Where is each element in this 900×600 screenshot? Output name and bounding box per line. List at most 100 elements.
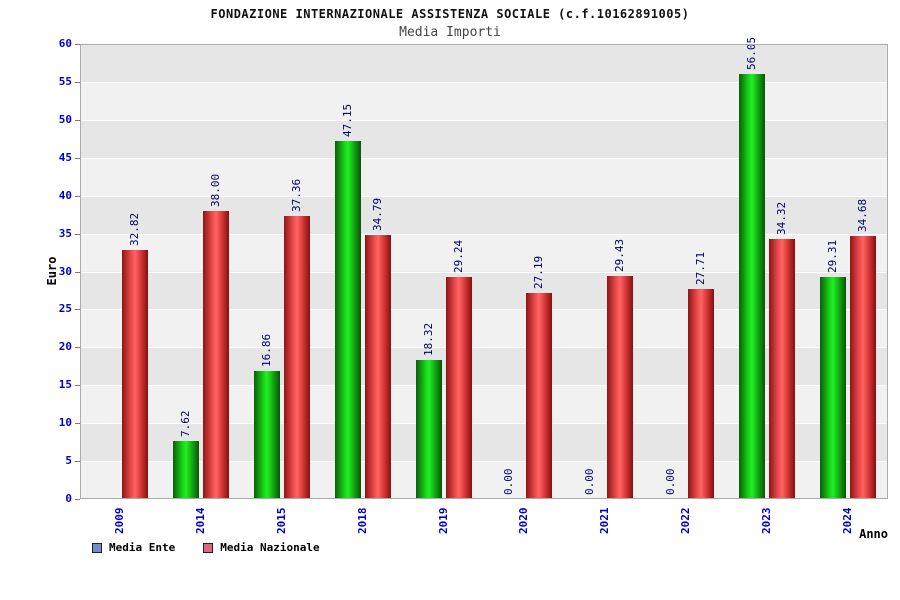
y-tick-label: 35 [58, 226, 72, 240]
y-tick-mark [75, 461, 80, 463]
y-tick-mark [75, 81, 80, 83]
bar-red-2019 [445, 277, 472, 499]
bar-value-label: 0.00 [583, 468, 597, 496]
bar-red-2023 [768, 238, 795, 499]
gridline [80, 44, 888, 45]
y-tick-label: 50 [58, 112, 72, 126]
plot-band [80, 385, 888, 424]
x-axis-title: Anno [859, 527, 888, 541]
bar-value-label: 0.00 [664, 468, 677, 496]
gridline [80, 461, 888, 463]
y-tick-label: 30 [58, 264, 72, 278]
plot-band [80, 461, 888, 499]
plot-band [80, 157, 888, 196]
y-tick-label: 10 [58, 416, 72, 430]
bar-value-label: 0.00 [502, 468, 516, 496]
plot-band [80, 233, 888, 272]
gridline [80, 233, 888, 235]
bar-value-label: 16.86 [260, 334, 273, 368]
plot-band [80, 347, 888, 386]
y-tick-mark [75, 44, 80, 45]
bar-value-label: 34.68 [855, 198, 869, 232]
bar-red-2014 [203, 210, 230, 499]
x-tick-label: 2019 [436, 507, 450, 534]
bar-value-label: 32.82 [128, 212, 142, 247]
plot-band [80, 195, 888, 234]
x-tick-label: 2014 [194, 507, 208, 534]
legend-label: Media Nazionale [220, 541, 320, 554]
bar-value-label: 38.00 [209, 173, 223, 207]
gridline [80, 195, 888, 197]
y-tick-mark [75, 347, 80, 349]
y-tick-mark [75, 233, 80, 235]
plot-band [80, 271, 888, 310]
bar-value-label: 27.71 [694, 251, 707, 285]
bar-red-2020 [526, 292, 553, 499]
y-tick-mark [75, 271, 80, 273]
legend-swatch [92, 542, 102, 553]
bar-red-2015 [284, 215, 310, 499]
gridline [80, 157, 888, 159]
legend-item-red: Media Nazionale [203, 541, 320, 554]
y-tick-mark [75, 423, 80, 425]
x-tick-label: 2021 [598, 507, 612, 534]
gridline [80, 81, 888, 83]
x-tick-label: 2022 [679, 507, 692, 534]
bar-value-label: 7.62 [179, 410, 193, 438]
y-tick-label: 0 [65, 492, 72, 505]
gridline [80, 423, 888, 425]
y-tick-label: 55 [58, 74, 72, 88]
plot-band [80, 81, 888, 120]
y-tick-mark [75, 385, 80, 387]
y-tick-mark [75, 309, 80, 311]
bar-green-2024 [819, 276, 846, 499]
bar-value-label: 29.43 [613, 238, 627, 272]
x-tick-label: 2020 [517, 507, 531, 534]
y-tick-label: 20 [58, 340, 72, 354]
bar-value-label: 29.24 [451, 240, 465, 274]
y-tick-label: 25 [58, 302, 72, 316]
legend-item-green: Media Ente [92, 541, 175, 554]
bar-value-label: 34.79 [370, 198, 384, 232]
y-tick-label: 60 [58, 37, 72, 50]
gridline [80, 385, 888, 387]
bar-red-2022 [688, 288, 714, 499]
gridline [80, 347, 888, 349]
y-tick-label: 45 [58, 150, 72, 164]
plot-band [80, 309, 888, 348]
gridline [80, 271, 888, 273]
plot-band [80, 44, 888, 82]
y-tick-label: 40 [58, 188, 72, 202]
bar-red-2024 [849, 236, 876, 499]
bar-green-2014 [173, 441, 200, 499]
y-tick-label: 5 [65, 454, 72, 468]
x-tick-label: 2015 [275, 507, 288, 534]
legend-label: Media Ente [109, 541, 176, 554]
bar-green-2023 [738, 73, 765, 499]
y-tick-label: 15 [58, 378, 72, 392]
y-tick-mark [75, 119, 80, 121]
bar-value-label: 34.32 [774, 201, 788, 235]
plot-area: 7.62 16.86 47.15 18.32 0.00 0.00 0.00 56.05 29.3… [80, 37, 888, 499]
legend-swatch [203, 542, 214, 553]
x-tick-label: 2024 [840, 507, 854, 534]
bar-value-label: 29.31 [825, 239, 839, 273]
chart-title: FONDAZIONE INTERNAZIONALE ASSISTENZA SOC… [210, 7, 690, 21]
bar-green-2019 [415, 360, 442, 499]
bar-value-label: 27.19 [532, 255, 546, 289]
x-tick-label: 2023 [759, 507, 773, 534]
bar-red-2021 [607, 275, 634, 499]
bar-red-2018 [364, 235, 391, 499]
x-tick-label: 2018 [355, 507, 369, 534]
y-tick-mark [75, 499, 80, 500]
gridline [80, 119, 888, 121]
bar-value-label: 37.36 [290, 178, 303, 212]
bar-value-label: 18.32 [421, 322, 435, 357]
bar-red-2009 [122, 250, 149, 499]
bar-green-2015 [254, 371, 280, 499]
bar-green-2018 [334, 141, 361, 499]
x-tick-label: 2009 [113, 507, 127, 534]
plot-band [80, 423, 888, 462]
gridline [80, 309, 888, 311]
